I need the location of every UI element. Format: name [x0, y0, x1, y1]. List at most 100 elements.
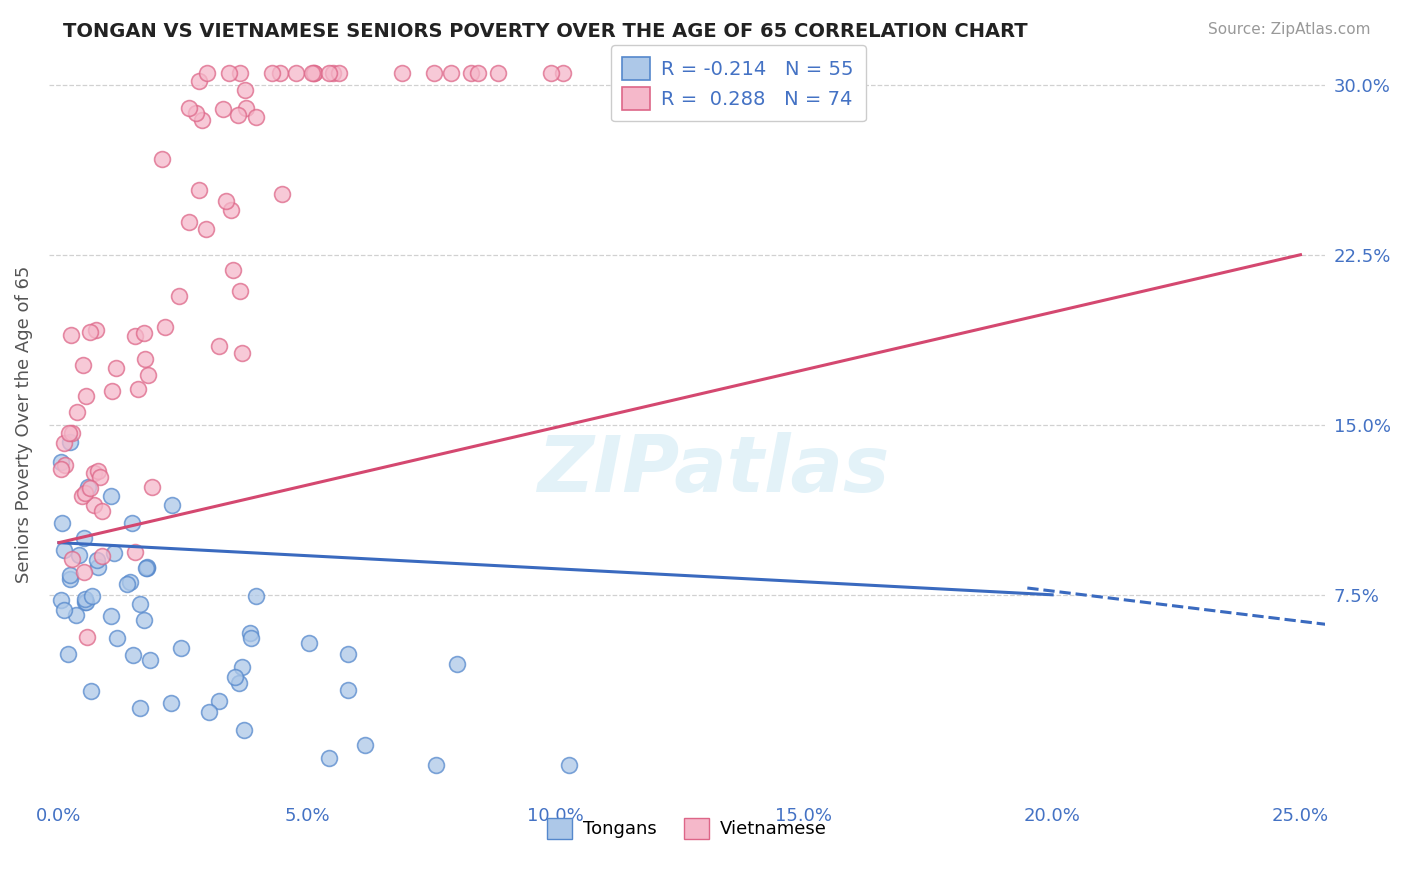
Point: [75, 595, 97, 609]
Point: [336, 683, 359, 698]
Point: [86, 559, 108, 574]
Point: [318, 66, 340, 80]
Point: [233, 723, 256, 738]
Point: [195, 221, 218, 235]
Point: [231, 659, 253, 673]
Point: [245, 110, 267, 124]
Point: [179, 214, 201, 228]
Point: [191, 112, 214, 127]
Point: [271, 186, 294, 201]
Point: [56, 647, 79, 661]
Point: [73, 592, 96, 607]
Point: [53, 458, 76, 472]
Point: [139, 653, 162, 667]
Point: [215, 194, 238, 208]
Point: [170, 641, 193, 656]
Point: [160, 499, 183, 513]
Y-axis label: Seniors Poverty Over the Age of 65: Seniors Poverty Over the Age of 65: [15, 266, 32, 583]
Legend: Tongans, Vietnamese: Tongans, Vietnamese: [540, 811, 834, 846]
Point: [222, 263, 245, 277]
Point: [59, 568, 82, 582]
Point: [83, 467, 105, 481]
Point: [127, 383, 149, 397]
Point: [228, 676, 250, 690]
Point: [100, 609, 122, 624]
Point: [135, 560, 157, 574]
Point: [117, 577, 139, 591]
Point: [184, 106, 207, 120]
Point: [86, 552, 108, 566]
Point: [226, 108, 249, 122]
Point: [100, 489, 122, 503]
Point: [322, 66, 344, 80]
Text: Source: ZipAtlas.com: Source: ZipAtlas.com: [1208, 22, 1371, 37]
Point: [540, 66, 562, 80]
Point: [336, 648, 359, 662]
Point: [207, 339, 229, 353]
Point: [124, 544, 146, 558]
Point: [105, 631, 128, 645]
Point: [87, 464, 110, 478]
Point: [59, 572, 82, 586]
Point: [73, 594, 96, 608]
Point: [328, 66, 350, 80]
Point: [391, 66, 413, 80]
Point: [425, 757, 447, 772]
Point: [551, 66, 574, 80]
Point: [159, 696, 181, 710]
Point: [141, 480, 163, 494]
Point: [136, 368, 159, 383]
Point: [118, 574, 141, 589]
Point: [134, 613, 156, 627]
Point: [51, 455, 73, 469]
Point: [82, 589, 104, 603]
Point: [212, 102, 235, 116]
Point: [60, 552, 83, 566]
Point: [233, 83, 256, 97]
Point: [121, 516, 143, 531]
Point: [188, 74, 211, 88]
Point: [59, 435, 82, 450]
Point: [76, 630, 98, 644]
Point: [103, 546, 125, 560]
Point: [558, 757, 581, 772]
Point: [218, 66, 240, 80]
Point: [66, 405, 89, 419]
Point: [302, 66, 325, 80]
Point: [187, 184, 209, 198]
Point: [262, 66, 284, 80]
Point: [284, 66, 307, 80]
Text: TONGAN VS VIETNAMESE SENIORS POVERTY OVER THE AGE OF 65 CORRELATION CHART: TONGAN VS VIETNAMESE SENIORS POVERTY OVE…: [63, 22, 1028, 41]
Point: [79, 481, 101, 495]
Point: [240, 631, 263, 645]
Point: [486, 66, 509, 80]
Point: [153, 320, 176, 334]
Point: [134, 326, 156, 340]
Point: [169, 289, 191, 303]
Point: [67, 548, 90, 562]
Point: [208, 694, 231, 708]
Point: [179, 101, 201, 115]
Point: [58, 425, 80, 440]
Point: [52, 603, 75, 617]
Point: [245, 589, 267, 603]
Point: [229, 285, 252, 299]
Point: [60, 425, 83, 440]
Point: [53, 436, 76, 450]
Point: [73, 532, 96, 546]
Point: [224, 670, 246, 684]
Point: [302, 66, 325, 80]
Point: [198, 705, 221, 719]
Point: [51, 516, 73, 530]
Point: [235, 101, 257, 115]
Point: [129, 700, 152, 714]
Point: [150, 153, 173, 167]
Point: [51, 592, 73, 607]
Point: [122, 648, 145, 662]
Point: [195, 66, 218, 80]
Point: [79, 325, 101, 339]
Point: [80, 683, 103, 698]
Point: [73, 566, 96, 580]
Point: [269, 66, 291, 80]
Point: [77, 481, 100, 495]
